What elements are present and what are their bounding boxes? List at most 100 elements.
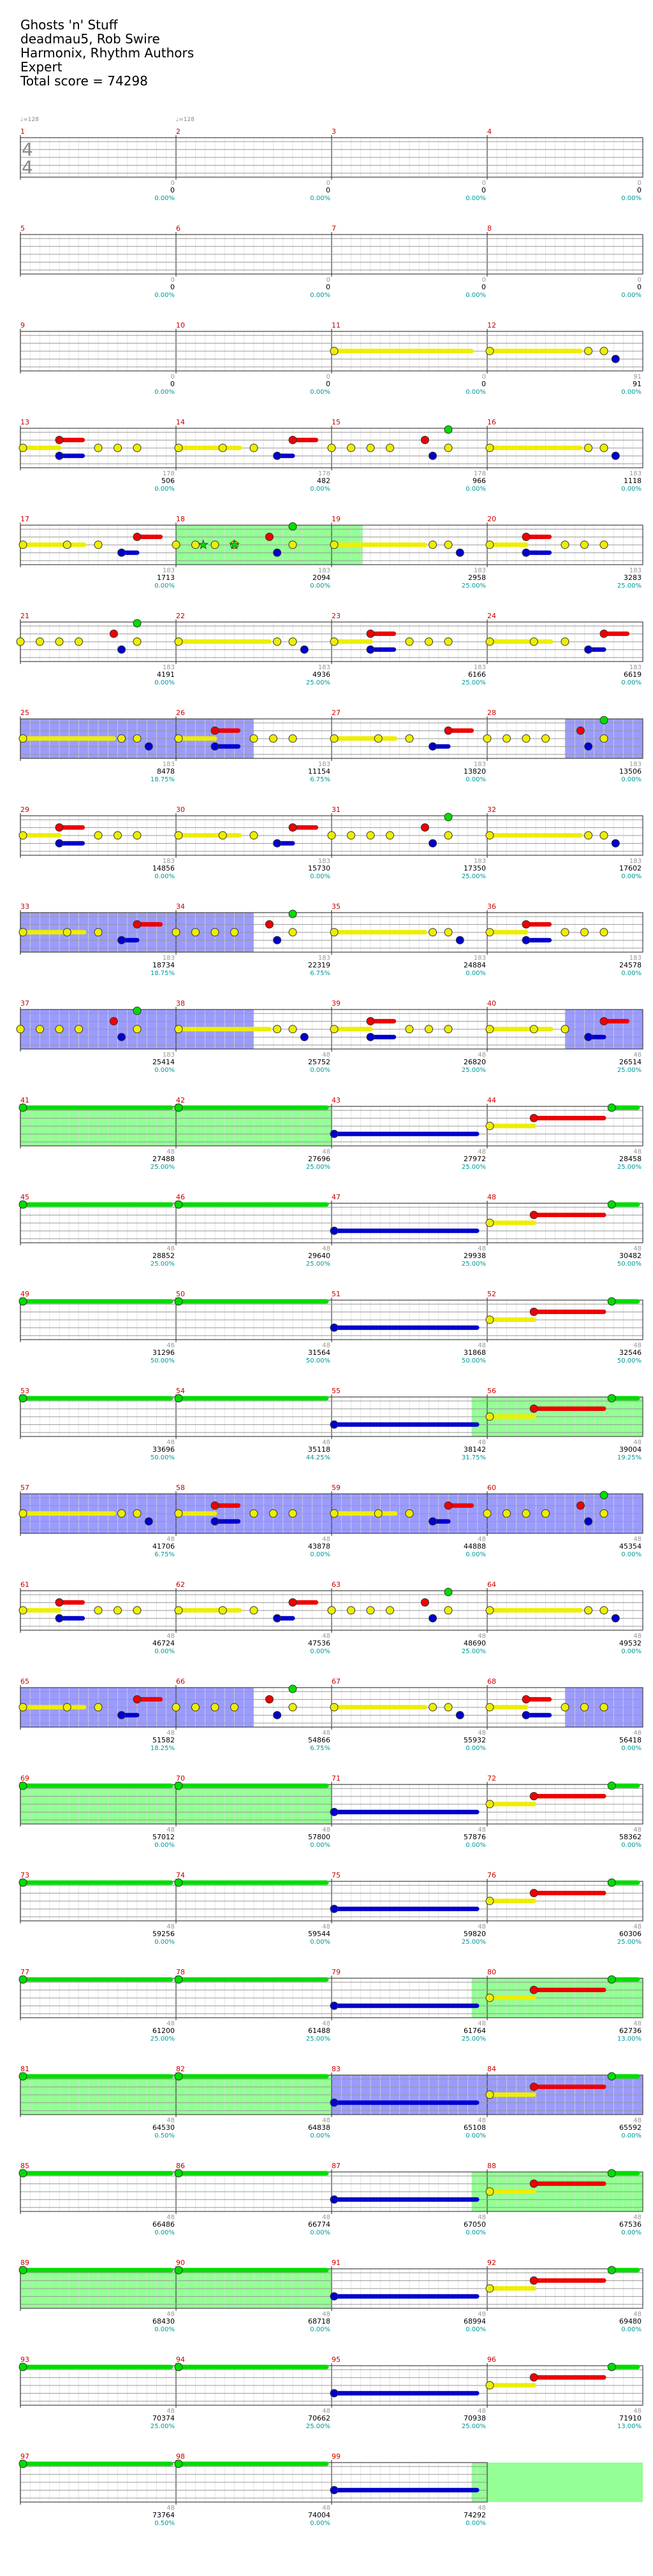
measure-number: 38 [176,999,185,1008]
note-gem [172,1703,180,1712]
measure-number: 41 [20,1096,29,1104]
measure-score: 4191 [157,670,175,679]
measure-number: 36 [487,902,496,911]
measure-multiplier: 25.00% [462,1648,486,1655]
note-gem [174,444,183,452]
measure-multiplier: 50.00% [150,1454,175,1461]
measure-multiplier: 0.00% [621,2132,642,2139]
measure-number: 37 [20,999,29,1008]
note-gem [174,637,183,646]
note-gem [444,813,453,821]
note-gem [117,1711,126,1719]
measure-number: 47 [332,1193,341,1201]
phrase-score: 183 [629,470,642,477]
note-gem [174,1878,183,1887]
note-gem [18,734,27,743]
note-gem [607,2363,616,2371]
note-gem [18,540,27,549]
measure-multiplier: 0.00% [621,1551,642,1558]
note-gem [273,839,282,848]
note-gem [288,823,297,832]
measure-multiplier: 0.00% [621,2229,642,2236]
star-note-icon [229,539,240,549]
measure-score: 74004 [308,2511,330,2519]
note-gem [133,920,142,929]
staff-border [20,1396,643,1437]
measure-multiplier: 0.00% [310,1648,330,1655]
note-gem [133,1695,142,1704]
measure-multiplier: 0.00% [621,1648,642,1655]
measure-multiplier: 13.00% [617,2423,642,2430]
phrase-score: 183 [318,761,330,768]
note-gem [485,2187,494,2196]
note-gem [191,540,200,549]
phrase-score: 48 [633,1052,642,1059]
note-gem [584,645,593,654]
note-gem [94,1703,103,1712]
note-gem [529,1113,538,1122]
measure-score: 1713 [157,574,175,582]
measure-number: 32 [487,806,496,814]
note-gem [330,2098,339,2107]
note-gem [218,444,227,452]
measure-number: 17 [20,515,29,523]
measure-multiplier: 0.00% [621,389,642,396]
measure-score: 2958 [468,574,486,582]
note-gem [429,451,437,460]
measure-number: 86 [176,2162,185,2170]
note-gem [529,1307,538,1316]
overdrive-region [471,2463,643,2502]
measure-number: 26 [176,709,185,717]
measure-number: 28 [487,709,496,717]
measure-multiplier: 0.00% [621,195,642,202]
measure-score: 24884 [464,961,486,969]
measure-score: 506 [161,477,175,485]
note-gem [599,1509,608,1518]
phrase-score: 48 [633,1633,642,1640]
phrase-score: 48 [478,1536,486,1543]
phrase-score: 48 [166,2214,175,2221]
measure-number: 79 [332,1968,341,1976]
measure-multiplier: 0.00% [310,292,330,299]
note-gem [16,1025,25,1034]
measure-number: 22 [176,612,185,620]
measure-score: 47536 [308,1639,330,1647]
note-gem [485,831,494,840]
note-gem [330,2389,339,2398]
measure-score: 25752 [308,1058,330,1066]
measure-number: 88 [487,2162,496,2170]
measure-multiplier: 0.00% [466,486,486,493]
measure-score: 39004 [619,1445,642,1454]
measure-multiplier: 19.25% [617,1454,642,1461]
note-gem [522,548,531,557]
note-gem [18,2459,27,2468]
measure-multiplier: 25.00% [306,1164,330,1171]
tempo-marker: ♩=128 [20,117,39,123]
phrase-score: 48 [322,2408,330,2415]
measure-multiplier: 0.00% [466,970,486,977]
note-gem [174,1103,183,1112]
phrase-score: 183 [474,664,486,671]
note-gem [133,1006,142,1015]
measure-number: 73 [20,1871,29,1879]
note-gem [174,2363,183,2371]
note-gem [330,1129,339,1138]
note-gem [607,2266,616,2275]
note-gem [288,435,297,444]
note-gem [529,2373,538,2382]
phrase-score: 0 [482,180,486,187]
measure-score: 0 [481,186,486,194]
phrase-score: 48 [166,1342,175,1349]
note-gem [366,1032,375,1041]
phrase-score: 183 [163,664,175,671]
measure-score: 15730 [308,864,330,872]
phrase-score: 183 [163,955,175,962]
measure-score: 26514 [619,1058,642,1066]
measure-number: 57 [20,1484,29,1492]
measure-number: 55 [332,1387,341,1395]
note-gem [18,1200,27,1209]
note-gem [288,1703,297,1712]
measure-score: 67050 [464,2220,486,2229]
measure-multiplier: 0.00% [621,2326,642,2333]
